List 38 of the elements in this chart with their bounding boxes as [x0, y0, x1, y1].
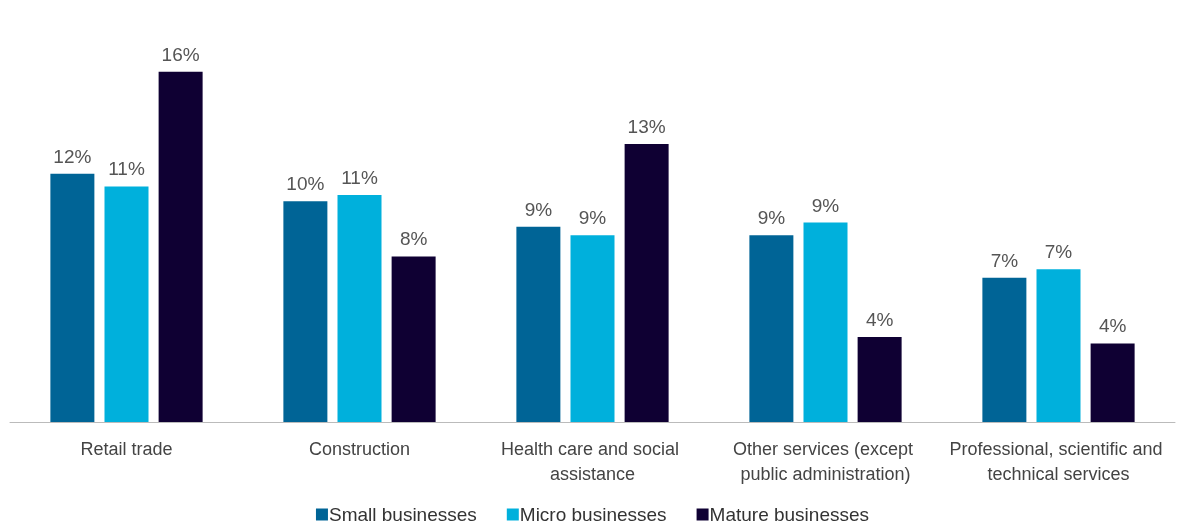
data-label: 9% — [811, 194, 840, 216]
bar — [158, 71, 203, 422]
x-tick-label: Retail trade — [80, 438, 173, 459]
data-label: 7% — [1044, 241, 1073, 263]
x-tick-label: Professional, scientific and technical services — [949, 438, 1168, 484]
data-label: 12% — [53, 145, 92, 167]
bar — [570, 235, 615, 422]
bar — [337, 194, 382, 422]
bar — [50, 173, 95, 422]
bar — [624, 143, 669, 422]
bar — [1036, 269, 1081, 422]
data-label: 11% — [341, 166, 378, 188]
data-label: 10% — [286, 173, 325, 195]
legend-label: Mature businesses — [709, 504, 870, 525]
data-label: 4% — [1098, 315, 1127, 337]
bar — [1090, 343, 1135, 422]
bar — [749, 235, 794, 422]
data-label: 16% — [161, 43, 200, 65]
x-tick-label: Other services (except public administration) — [732, 438, 919, 484]
data-label: 7% — [990, 249, 1019, 271]
x-tick-label: Health care and social assistance — [500, 438, 685, 484]
legend-label: Micro businesses — [519, 504, 667, 525]
data-label: 13% — [627, 115, 666, 137]
x-tick-label: Construction — [308, 438, 411, 459]
bar — [803, 222, 848, 422]
data-label: 11% — [108, 158, 145, 180]
bar — [391, 256, 436, 422]
data-label: 4% — [865, 309, 894, 331]
data-label: 9% — [578, 207, 607, 229]
bar — [516, 226, 561, 422]
bar — [982, 277, 1027, 422]
data-label: 8% — [399, 228, 428, 250]
bar — [104, 186, 149, 422]
bar — [857, 337, 902, 422]
legend-label: Small businesses — [328, 504, 477, 525]
bar — [283, 201, 328, 422]
data-label: 9% — [524, 198, 553, 220]
data-label: 9% — [757, 207, 786, 229]
